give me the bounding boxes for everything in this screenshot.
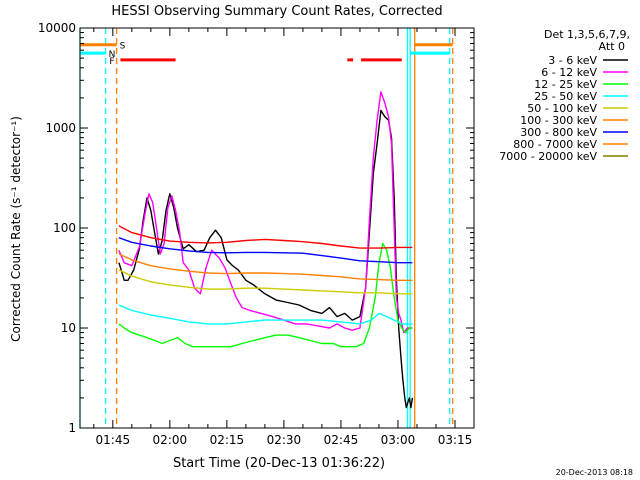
chart-title: HESSI Observing Summary Count Rates, Cor…: [111, 4, 442, 19]
y-tick-label: 1000: [45, 121, 76, 135]
legend-entry-label: 50 - 100 keV: [527, 102, 597, 115]
x-axis-label: Start Time (20-Dec-13 01:36:22): [173, 456, 385, 471]
x-tick-label: 02:00: [153, 433, 188, 447]
flag-bar-label: S: [120, 42, 126, 52]
footer-date: 20-Dec-2013 08:18: [556, 468, 633, 477]
legend-header-line2: Att 0: [599, 40, 625, 53]
series-line: [118, 225, 413, 249]
y-tick-label: 10: [61, 321, 76, 335]
flag-bar-label: F: [109, 57, 114, 67]
y-axis-label: Corrected Count Rate (s⁻¹ detector⁻¹): [9, 116, 23, 342]
legend-entry-label: 7000 - 20000 keV: [499, 150, 597, 163]
series-line: [118, 109, 414, 409]
x-tick-label: 02:15: [210, 433, 245, 447]
legend-entry-label: 800 - 7000 keV: [513, 138, 597, 151]
legend-entry-label: 12 - 25 keV: [534, 78, 597, 91]
legend-entry-label: 3 - 6 keV: [548, 54, 597, 67]
flag-bar-label: N: [109, 50, 116, 60]
x-tick-label: 03:15: [438, 433, 473, 447]
legend-entry-label: 25 - 50 keV: [534, 90, 597, 103]
series-line: [118, 304, 413, 325]
x-tick-label: 03:00: [381, 433, 416, 447]
legend-header-line1: Det 1,3,5,6,7,9,: [544, 28, 630, 41]
legend-entry-label: 300 - 800 keV: [520, 126, 597, 139]
legend-entry-label: 6 - 12 keV: [541, 66, 597, 79]
series-line: [118, 269, 413, 295]
x-tick-label: 02:45: [324, 433, 359, 447]
series-line: [118, 242, 413, 348]
y-tick-label: 1: [68, 421, 76, 435]
x-tick-label: 01:45: [96, 433, 131, 447]
y-tick-label: 100: [53, 221, 76, 235]
series-line: [118, 237, 413, 264]
x-tick-label: 02:30: [267, 433, 302, 447]
series-line: [118, 253, 413, 281]
y-tick-label: 10000: [38, 21, 76, 35]
series-line: [118, 91, 413, 334]
legend-entry-label: 100 - 300 keV: [520, 114, 597, 127]
